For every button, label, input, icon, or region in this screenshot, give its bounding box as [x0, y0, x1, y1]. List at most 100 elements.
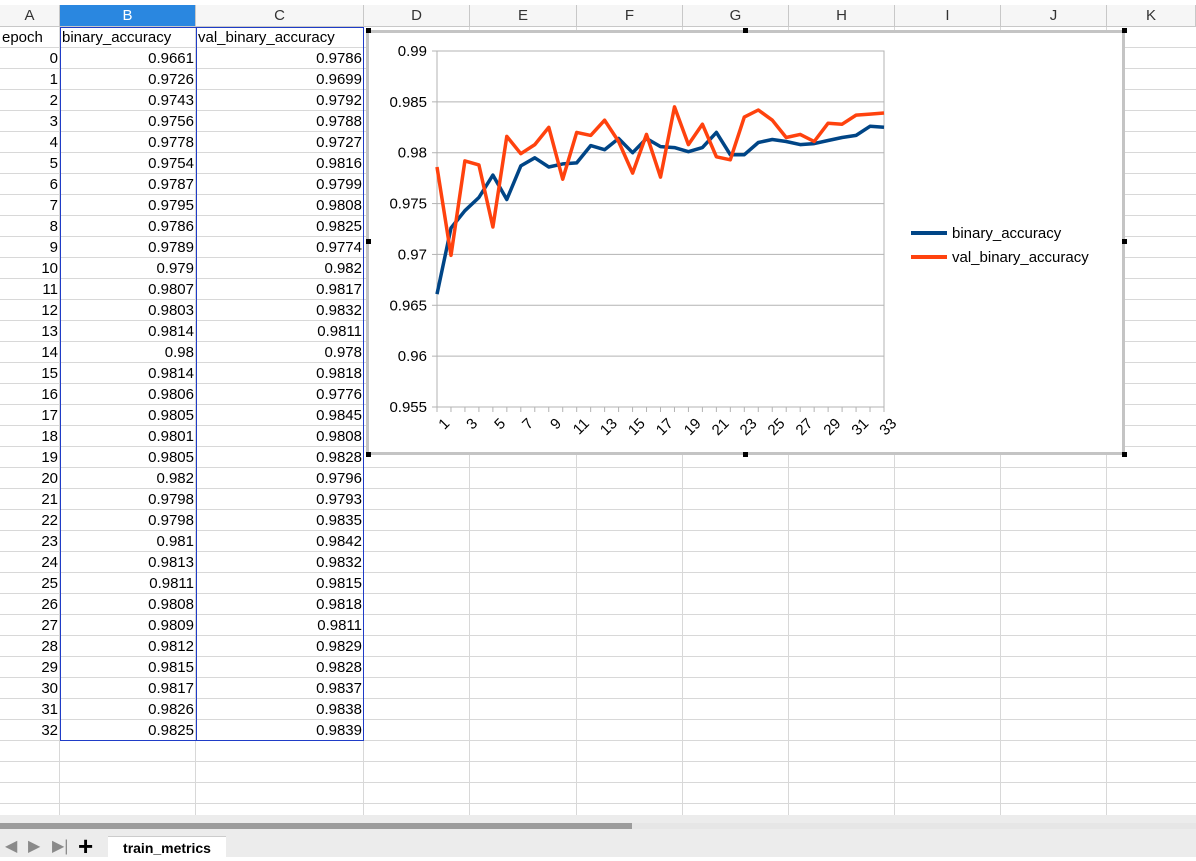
chart-handle-tm[interactable] [743, 28, 748, 33]
table-cell[interactable]: 0.9798 [60, 510, 196, 531]
table-cell[interactable]: 0.9815 [196, 573, 364, 594]
header-cell[interactable]: binary_accuracy [60, 27, 196, 48]
table-cell[interactable]: 0.9796 [196, 468, 364, 489]
table-cell[interactable]: 23 [0, 531, 60, 552]
table-cell[interactable]: 0.981 [60, 531, 196, 552]
column-header-c[interactable]: C [196, 5, 364, 27]
header-cell[interactable]: val_binary_accuracy [196, 27, 364, 48]
chart-handle-bm[interactable] [743, 452, 748, 457]
table-cell[interactable]: 0.9808 [196, 195, 364, 216]
table-cell[interactable]: 0.9817 [196, 279, 364, 300]
column-header-b[interactable]: B [60, 5, 196, 27]
table-cell[interactable]: 16 [0, 384, 60, 405]
table-cell[interactable]: 11 [0, 279, 60, 300]
table-cell[interactable]: 8 [0, 216, 60, 237]
table-cell[interactable]: 0.9789 [60, 237, 196, 258]
column-header-a[interactable]: A [0, 5, 60, 27]
table-cell[interactable]: 17 [0, 405, 60, 426]
table-cell[interactable]: 0.9778 [60, 132, 196, 153]
table-cell[interactable]: 22 [0, 510, 60, 531]
table-cell[interactable]: 0.9829 [196, 636, 364, 657]
table-cell[interactable]: 0.9832 [196, 552, 364, 573]
table-cell[interactable]: 0.9803 [60, 300, 196, 321]
column-header-f[interactable]: F [577, 5, 683, 27]
table-cell[interactable]: 0.9808 [60, 594, 196, 615]
chart-handle-tl[interactable] [366, 28, 371, 33]
table-cell[interactable]: 0 [0, 48, 60, 69]
table-cell[interactable]: 0.9699 [196, 69, 364, 90]
table-cell[interactable]: 0.9814 [60, 363, 196, 384]
table-cell[interactable]: 19 [0, 447, 60, 468]
table-cell[interactable]: 20 [0, 468, 60, 489]
table-cell[interactable]: 5 [0, 153, 60, 174]
table-cell[interactable]: 0.9825 [60, 720, 196, 741]
table-cell[interactable]: 0.982 [196, 258, 364, 279]
table-cell[interactable]: 0.979 [60, 258, 196, 279]
table-cell[interactable]: 0.9832 [196, 300, 364, 321]
table-cell[interactable]: 0.982 [60, 468, 196, 489]
column-header-h[interactable]: H [789, 5, 895, 27]
table-cell[interactable]: 0.9793 [196, 489, 364, 510]
table-cell[interactable]: 0.9754 [60, 153, 196, 174]
first-sheet-icon[interactable]: ◀ [5, 837, 17, 857]
sheet-tab-train-metrics[interactable]: train_metrics [108, 836, 226, 858]
chart-handle-mr[interactable] [1122, 239, 1127, 244]
table-cell[interactable]: 0.9776 [196, 384, 364, 405]
table-cell[interactable]: 0.9805 [60, 405, 196, 426]
table-cell[interactable]: 3 [0, 111, 60, 132]
table-cell[interactable]: 26 [0, 594, 60, 615]
table-cell[interactable]: 0.9799 [196, 174, 364, 195]
column-header-k[interactable]: K [1107, 5, 1196, 27]
column-header-i[interactable]: I [895, 5, 1001, 27]
table-cell[interactable]: 0.9838 [196, 699, 364, 720]
table-cell[interactable]: 9 [0, 237, 60, 258]
table-cell[interactable]: 14 [0, 342, 60, 363]
chart-handle-tr[interactable] [1122, 28, 1127, 33]
column-header-e[interactable]: E [470, 5, 577, 27]
table-cell[interactable]: 30 [0, 678, 60, 699]
table-cell[interactable]: 0.9818 [196, 594, 364, 615]
table-cell[interactable]: 24 [0, 552, 60, 573]
table-cell[interactable]: 0.9837 [196, 678, 364, 699]
table-cell[interactable]: 0.9801 [60, 426, 196, 447]
table-cell[interactable]: 0.9806 [60, 384, 196, 405]
table-cell[interactable]: 0.9817 [60, 678, 196, 699]
table-cell[interactable]: 0.9815 [60, 657, 196, 678]
table-cell[interactable]: 0.9828 [196, 447, 364, 468]
table-cell[interactable]: 25 [0, 573, 60, 594]
table-cell[interactable]: 13 [0, 321, 60, 342]
table-cell[interactable]: 15 [0, 363, 60, 384]
table-cell[interactable]: 0.9807 [60, 279, 196, 300]
chart-handle-ml[interactable] [366, 239, 371, 244]
table-cell[interactable]: 0.9774 [196, 237, 364, 258]
table-cell[interactable]: 0.9805 [60, 447, 196, 468]
table-cell[interactable]: 0.9835 [196, 510, 364, 531]
table-cell[interactable]: 0.9798 [60, 489, 196, 510]
table-cell[interactable]: 4 [0, 132, 60, 153]
column-header-j[interactable]: J [1001, 5, 1107, 27]
table-cell[interactable]: 7 [0, 195, 60, 216]
table-cell[interactable]: 0.9818 [196, 363, 364, 384]
table-cell[interactable]: 0.9743 [60, 90, 196, 111]
table-cell[interactable]: 0.9809 [60, 615, 196, 636]
table-cell[interactable]: 10 [0, 258, 60, 279]
table-cell[interactable]: 0.978 [196, 342, 364, 363]
table-cell[interactable]: 18 [0, 426, 60, 447]
table-cell[interactable]: 0.98 [60, 342, 196, 363]
add-sheet-button[interactable]: + [78, 833, 93, 859]
header-cell[interactable]: epoch [0, 27, 60, 48]
table-cell[interactable]: 0.9826 [60, 699, 196, 720]
column-header-g[interactable]: G [683, 5, 789, 27]
chart-handle-br[interactable] [1122, 452, 1127, 457]
table-cell[interactable]: 0.9787 [60, 174, 196, 195]
table-cell[interactable]: 0.9792 [196, 90, 364, 111]
table-cell[interactable]: 0.9808 [196, 426, 364, 447]
horizontal-scrollbar-thumb[interactable] [0, 823, 632, 829]
table-cell[interactable]: 28 [0, 636, 60, 657]
next-sheet-icon[interactable]: ▶| [52, 837, 68, 857]
table-cell[interactable]: 0.9825 [196, 216, 364, 237]
table-cell[interactable]: 0.9726 [60, 69, 196, 90]
table-cell[interactable]: 0.9788 [196, 111, 364, 132]
